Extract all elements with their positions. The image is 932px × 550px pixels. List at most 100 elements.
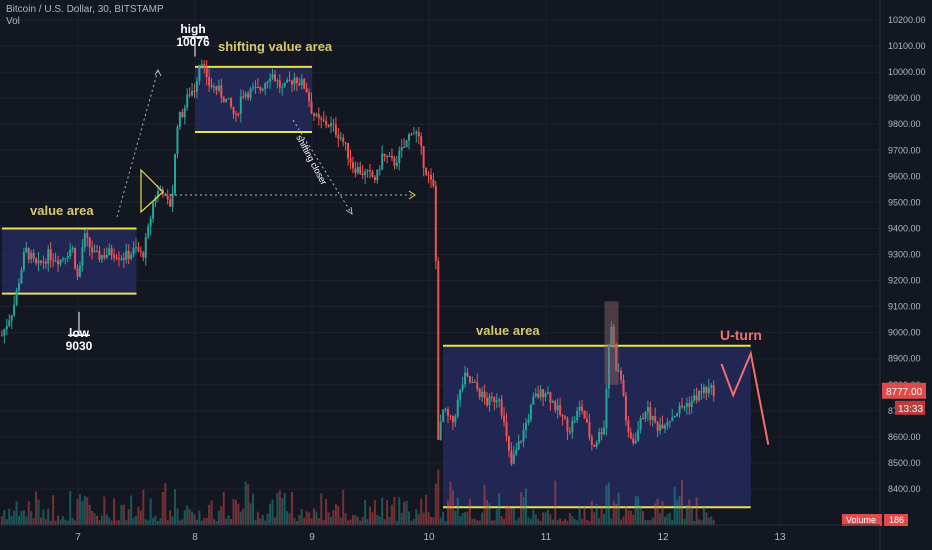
candle-body[interactable] [225,98,228,103]
candle-body[interactable] [542,389,545,398]
candle-body[interactable] [585,418,588,423]
candle-body[interactable] [395,162,398,166]
candle-body[interactable] [281,86,284,88]
candle-body[interactable] [468,376,471,383]
candle-body[interactable] [673,416,676,418]
candle-body[interactable] [37,260,40,264]
candle-body[interactable] [671,417,674,421]
price-axis[interactable]: 10200.00 10100.00 10000.00 9900.00 9800.00 97… [842,0,932,550]
candle-body[interactable] [449,415,452,417]
candle-body[interactable] [259,87,262,91]
candle-body[interactable] [25,247,28,252]
candle-body[interactable] [273,74,276,82]
candle-body[interactable] [522,429,525,442]
candle-body[interactable] [486,398,489,406]
candle-body[interactable] [629,432,632,439]
candle-body[interactable] [473,381,476,383]
candle-body[interactable] [35,258,38,264]
candle-body[interactable] [154,197,157,203]
candle-body[interactable] [459,389,462,400]
candle-body[interactable] [203,64,206,68]
candle-body[interactable] [488,396,491,406]
candle-body[interactable] [103,255,106,258]
candle-body[interactable] [639,417,642,430]
candle-body[interactable] [600,431,603,435]
candle-body[interactable] [681,405,684,408]
candle-body[interactable] [434,185,437,262]
candle-body[interactable] [615,343,618,371]
candle-body[interactable] [295,77,298,84]
candle-body[interactable] [81,247,84,266]
candle-body[interactable] [637,429,640,441]
candle-body[interactable] [59,259,62,265]
candle-body[interactable] [495,400,498,403]
candle-body[interactable] [617,370,620,372]
candle-body[interactable] [537,393,540,398]
candle-body[interactable] [425,167,428,175]
candle-body[interactable] [322,119,325,121]
candle-body[interactable] [349,158,352,163]
candle-body[interactable] [205,67,208,78]
candle-body[interactable] [698,391,701,401]
candle-body[interactable] [347,142,350,159]
candle-body[interactable] [100,255,103,260]
candle-body[interactable] [439,421,442,441]
candle-body[interactable] [269,78,272,82]
candle-body[interactable] [386,155,389,157]
candle-body[interactable] [22,251,25,271]
candle-body[interactable] [298,83,301,86]
candle-body[interactable] [590,437,593,445]
candle-body[interactable] [332,123,335,125]
candle-body[interactable] [264,83,267,89]
candle-body[interactable] [169,199,172,207]
candle-body[interactable] [376,169,379,181]
candle-body[interactable] [471,381,474,383]
candle-body[interactable] [64,258,67,260]
candle-body[interactable] [676,413,679,417]
candle-body[interactable] [578,406,581,411]
candle-body[interactable] [20,270,23,284]
candle-body[interactable] [654,415,657,423]
candle-body[interactable] [361,173,364,176]
candle-body[interactable] [191,90,194,96]
candle-body[interactable] [213,86,216,88]
candle-body[interactable] [381,153,384,170]
candle-body[interactable] [534,393,537,397]
candle-body[interactable] [152,202,155,219]
candle-body[interactable] [378,169,381,171]
candle-body[interactable] [461,384,464,390]
candle-body[interactable] [598,431,601,443]
candle-body[interactable] [127,250,130,259]
candle-body[interactable] [91,247,94,253]
candle-body[interactable] [564,416,567,419]
candle-body[interactable] [135,247,138,249]
candle-body[interactable] [32,253,35,259]
candle-body[interactable] [8,320,11,326]
candle-body[interactable] [44,261,47,264]
candle-body[interactable] [605,388,608,428]
candle-body[interactable] [166,195,169,200]
candle-body[interactable] [532,396,535,405]
candle-body[interactable] [93,250,96,253]
candle-body[interactable] [171,193,174,207]
candle-body[interactable] [42,261,45,263]
candle-body[interactable] [710,385,713,388]
candle-body[interactable] [520,441,523,443]
candle-body[interactable] [527,419,530,424]
candle-body[interactable] [683,406,686,408]
candle-body[interactable] [422,146,425,168]
candle-body[interactable] [398,150,401,163]
candle-body[interactable] [678,405,681,414]
candle-body[interactable] [174,153,177,194]
candle-body[interactable] [234,113,237,115]
candle-body[interactable] [339,137,342,139]
candle-body[interactable] [456,399,459,417]
candle-body[interactable] [500,399,503,416]
candle-body[interactable] [217,85,220,91]
candle-body[interactable] [634,440,637,444]
candle-body[interactable] [571,420,574,433]
candle-body[interactable] [125,250,128,260]
candle-body[interactable] [176,126,179,154]
candle-body[interactable] [86,233,89,238]
